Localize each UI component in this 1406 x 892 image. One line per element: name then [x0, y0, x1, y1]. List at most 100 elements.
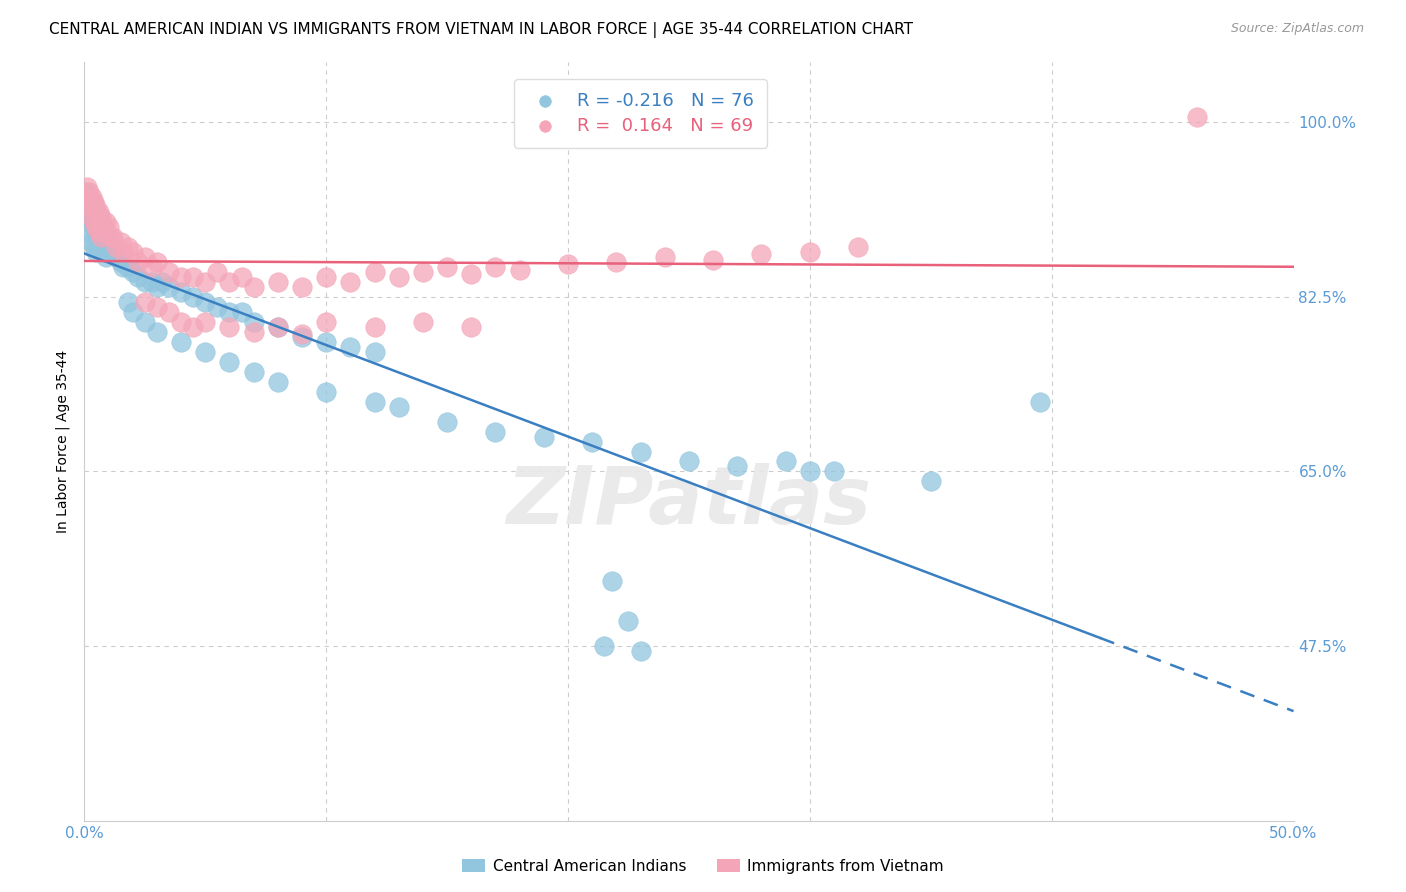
Point: [110, 255, 132, 269]
Point: [315, 384, 337, 399]
Point: [93, 244, 115, 259]
Point: [146, 300, 169, 314]
Point: [617, 614, 640, 628]
Point: [112, 260, 135, 274]
Point: [90, 210, 112, 224]
Point: [339, 275, 361, 289]
Point: [77, 190, 100, 204]
Point: [90, 215, 112, 229]
Point: [1185, 111, 1208, 125]
Point: [194, 344, 217, 359]
Point: [80, 215, 103, 229]
Point: [920, 475, 942, 489]
Point: [134, 315, 156, 329]
Point: [76, 205, 98, 219]
Point: [86, 200, 108, 214]
Point: [231, 269, 253, 284]
Point: [83, 220, 105, 235]
Point: [242, 315, 264, 329]
Point: [218, 319, 240, 334]
Point: [218, 355, 240, 369]
Point: [630, 644, 652, 658]
Point: [104, 240, 127, 254]
Point: [127, 255, 149, 269]
Point: [146, 280, 169, 294]
Point: [121, 244, 143, 259]
Point: [484, 425, 506, 439]
Point: [242, 325, 264, 339]
Point: [339, 340, 361, 354]
Point: [170, 269, 193, 284]
Point: [678, 454, 700, 468]
Point: [267, 319, 290, 334]
Point: [146, 255, 169, 269]
Point: [581, 434, 603, 449]
Point: [76, 180, 98, 194]
Point: [103, 230, 125, 244]
Point: [846, 240, 869, 254]
Point: [231, 305, 253, 319]
Point: [104, 250, 127, 264]
Point: [194, 294, 217, 309]
Point: [83, 215, 105, 229]
Point: [100, 230, 122, 244]
Point: [460, 319, 482, 334]
Point: [267, 375, 290, 389]
Point: [751, 247, 773, 261]
Point: [436, 260, 458, 274]
Point: [291, 330, 314, 344]
Point: [207, 265, 229, 279]
Point: [80, 190, 103, 204]
Point: [170, 285, 193, 299]
Point: [267, 275, 290, 289]
Point: [157, 305, 180, 319]
Point: [194, 275, 217, 289]
Point: [412, 315, 434, 329]
Point: [436, 415, 458, 429]
Point: [630, 444, 652, 458]
Point: [83, 200, 105, 214]
Point: [77, 210, 100, 224]
Text: Source: ZipAtlas.com: Source: ZipAtlas.com: [1230, 22, 1364, 36]
Point: [218, 275, 240, 289]
Legend: Central American Indians, Immigrants from Vietnam: Central American Indians, Immigrants fro…: [456, 853, 950, 880]
Point: [315, 269, 337, 284]
Point: [799, 244, 821, 259]
Point: [87, 205, 110, 219]
Point: [291, 280, 314, 294]
Point: [112, 244, 135, 259]
Point: [97, 220, 120, 235]
Point: [291, 326, 314, 341]
Point: [94, 250, 117, 264]
Point: [83, 240, 105, 254]
Point: [181, 269, 204, 284]
Point: [157, 280, 180, 294]
Point: [363, 319, 385, 334]
Point: [170, 334, 193, 349]
Point: [117, 240, 139, 254]
Point: [141, 260, 163, 274]
Text: ZIPatlas: ZIPatlas: [506, 463, 872, 541]
Point: [363, 394, 385, 409]
Point: [141, 275, 163, 289]
Point: [134, 294, 156, 309]
Point: [799, 465, 821, 479]
Point: [654, 250, 676, 264]
Point: [242, 280, 264, 294]
Point: [509, 263, 531, 277]
Point: [87, 225, 110, 239]
Point: [127, 269, 149, 284]
Point: [94, 230, 117, 244]
Point: [77, 225, 100, 239]
Point: [388, 269, 411, 284]
Point: [533, 429, 555, 443]
Point: [412, 265, 434, 279]
Point: [557, 257, 579, 271]
Point: [363, 344, 385, 359]
Point: [94, 215, 117, 229]
Point: [388, 400, 411, 414]
Point: [121, 305, 143, 319]
Point: [117, 294, 139, 309]
Point: [702, 252, 724, 267]
Point: [1028, 394, 1050, 409]
